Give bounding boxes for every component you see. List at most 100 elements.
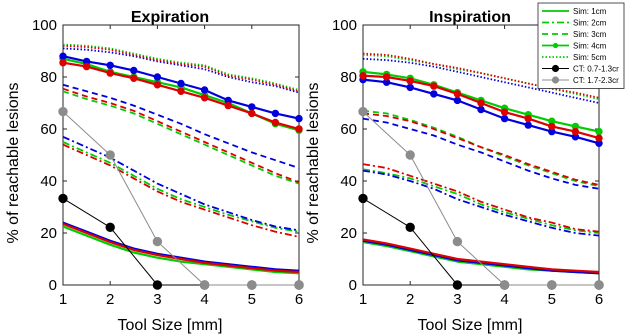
inspiration-y-tick-label: 20 [340, 225, 357, 242]
inspiration-y-axis-label: % of reachable lesions [305, 83, 322, 244]
inspiration-series-sim-4cm-point [359, 72, 367, 80]
inspiration-series-group [358, 52, 604, 290]
expiration-series-ct-0-7-1-3cr-point [58, 193, 68, 204]
inspiration-series-sim-1cm-line [362, 238, 600, 274]
inspiration-x-tick-label: 1 [359, 291, 367, 308]
inspiration-y-tick-label: 100 [332, 17, 357, 34]
legend-sim-2cm-label: Sim: 2cm [573, 19, 607, 28]
expiration-y-tick-label: 0 [49, 277, 57, 294]
expiration-x-tick-label: 5 [248, 291, 256, 308]
expiration-y-tick-label: 20 [40, 225, 57, 242]
inspiration-series-sim-4cm-point [548, 122, 556, 131]
inspiration-series-sim-3cm-line [362, 112, 600, 186]
expiration-series-ct-1-7-2-3cr-point [105, 150, 115, 160]
expiration-series-sim-4cm-point [177, 79, 185, 88]
inspiration-series-sim-4cm-point [430, 82, 438, 90]
inspiration-series-sim-4cm-point [477, 105, 485, 114]
inspiration-series-ct-1-7-2-3cr-point [358, 106, 368, 117]
legend-ct-1-7-2-3cr-label: CT: 1.7-2.3cr [573, 76, 619, 85]
expiration-series-ct-0-7-1-3cr-point [105, 222, 115, 232]
inspiration-series-ct-1-7-2-3cr-line [362, 111, 599, 286]
expiration-x-tick-label: 3 [153, 291, 161, 308]
expiration-series-sim-4cm-point [271, 118, 280, 127]
inspiration-series-sim-4cm-point [453, 96, 462, 105]
inspiration-series-sim-5cm-line [362, 52, 600, 99]
expiration-series-ct-1-7-2-3cr-line [62, 111, 299, 286]
legend: Sim: 1cm Sim: 2cm Sim: 3cm Sim: 4cm Sim: 5cm… [537, 2, 625, 89]
inspiration-series-ct-1-7-2-3cr-point [405, 150, 415, 160]
expiration-series-sim-3cm-line [62, 87, 300, 184]
expiration-series-ct-1-7-2-3cr-point [294, 280, 304, 290]
legend-sim-4cm-label: Sim: 4cm [573, 42, 607, 51]
inspiration-series-ct-1-7-2-3cr-point [499, 280, 510, 290]
inspiration-series-ct-1-7-2-3cr-point [594, 280, 604, 290]
expiration-series-sim-3cm-line [62, 90, 300, 185]
expiration-series-ct-0-7-1-3cr-point [152, 280, 163, 290]
expiration-series-sim-2cm-line [62, 135, 300, 232]
expiration-series-sim-4cm-point [271, 109, 280, 118]
inspiration-series-sim-4cm-point [571, 127, 580, 136]
expiration-series-sim-4cm-point [248, 103, 256, 111]
expiration-series-ct-1-7-2-3cr-point [199, 280, 210, 290]
expiration-series-sim-2cm-line [62, 143, 300, 238]
expiration-series-sim-4cm-point [153, 73, 162, 81]
inspiration-series-sim-4cm-point [382, 73, 391, 81]
legend-sim-5cm-label: Sim: 5cm [573, 53, 607, 62]
inspiration-series-sim-4cm-point [406, 77, 414, 85]
expiration-series-group [58, 43, 304, 290]
expiration-series-sim-2cm-line [62, 141, 300, 233]
expiration-y-axis-label: % of reachable lesions [5, 83, 22, 244]
expiration-y-tick-label: 100 [32, 17, 57, 34]
inspiration-series-sim-4cm-point [595, 127, 603, 136]
inspiration-series-sim-4cm-point [595, 134, 603, 142]
inspiration-series-ct-0-7-1-3cr-point [405, 222, 415, 232]
expiration-panel-title: Expiration [131, 9, 209, 26]
expiration-series-ct-1-7-2-3cr-point [247, 280, 257, 290]
expiration-series-sim-4cm-point [295, 125, 303, 133]
inspiration-x-tick-label: 6 [595, 291, 603, 308]
inspiration-series-sim-4cm-point [524, 114, 532, 123]
inspiration-series-sim-2cm-line [362, 169, 600, 237]
expiration-series-sim-4cm-point [106, 61, 114, 70]
expiration-series-ct-1-7-2-3cr-point [58, 106, 68, 117]
inspiration-series-sim-4cm-point [500, 108, 509, 116]
legend-sim-3cm-label: Sim: 3cm [573, 30, 607, 39]
expiration-y-tick-label: 80 [40, 69, 57, 86]
inspiration-y-tick-label: 80 [340, 69, 357, 86]
legend-ct-1-7-2-3cr-marker [551, 76, 560, 84]
expiration-series-sim-4cm-point [200, 94, 209, 102]
expiration-series-sim-3cm-line [62, 83, 300, 169]
expiration-series-sim-5cm-line [62, 47, 300, 94]
inspiration-series-sim-3cm-line [362, 117, 600, 190]
legend-ct-0-7-1-3cr-marker [551, 64, 560, 73]
expiration-series-sim-4cm-point [59, 52, 67, 60]
expiration-series-sim-4cm-point [177, 87, 185, 96]
inspiration-series-sim-4cm-point [430, 90, 438, 98]
expiration-series-sim-4cm-point [295, 114, 303, 123]
expiration-series-sim-5cm-line [62, 44, 300, 93]
inspiration-x-tick-label: 3 [453, 291, 461, 308]
expiration-x-tick-label: 2 [106, 291, 114, 308]
inspiration-y-tick-label: 0 [349, 277, 357, 294]
expiration-series-sim-4cm-point [59, 59, 67, 67]
inspiration-series-sim-4cm-point [453, 90, 462, 98]
expiration-series-sim-5cm-line [62, 43, 300, 91]
expiration-series-sim-4cm-point [200, 86, 209, 94]
legend-ct-0-7-1-3cr-label: CT: 0.7-1.3cr [573, 65, 619, 74]
expiration-series-sim-1cm-line [62, 222, 300, 274]
expiration-series-sim-4cm-point [130, 74, 138, 83]
expiration-x-tick-label: 6 [295, 291, 303, 308]
expiration-series-sim-1cm-line [62, 221, 300, 272]
legend-sim-1cm-label: Sim: 1cm [573, 7, 607, 16]
inspiration-series-ct-0-7-1-3cr-point [358, 193, 368, 204]
inspiration-series-sim-4cm-point [524, 121, 532, 129]
expiration-x-tick-label: 4 [200, 291, 208, 308]
inspiration-y-tick-label: 40 [340, 173, 357, 190]
expiration-series-sim-1cm-line [62, 225, 300, 275]
expiration-y-tick-label: 60 [40, 121, 57, 138]
inspiration-series-ct-1-7-2-3cr-point [547, 280, 557, 290]
inspiration-series-sim-4cm-point [477, 99, 485, 107]
